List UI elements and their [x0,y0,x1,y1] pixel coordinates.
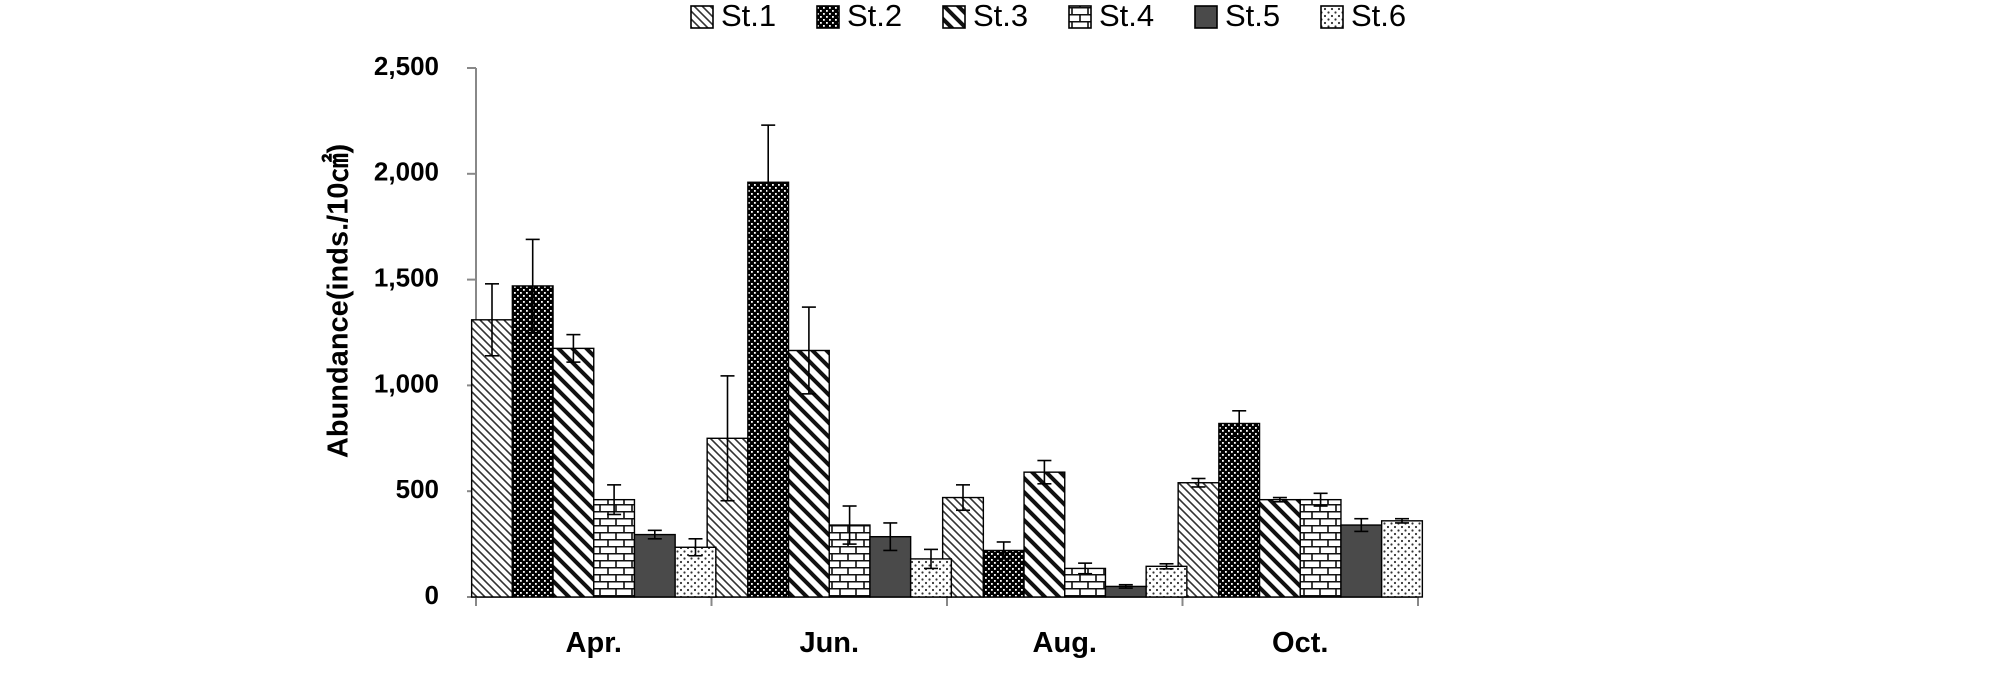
bar-st4-oct [1299,498,1342,598]
bar-st5-apr [633,533,676,598]
legend-swatch-st6 [1320,5,1344,29]
legend-swatch-st1 [690,5,714,29]
y-tick-label: 2,500 [374,51,439,81]
bar-st3-jun [787,349,830,598]
bars [470,181,1424,598]
y-tick-label: 2,000 [374,157,439,187]
y-tick-label: 1,000 [374,368,439,398]
bar-st4-apr [593,498,636,598]
y-tick-label: 1,500 [374,262,439,292]
legend-label-st5: St.5 [1225,0,1280,33]
bar-st3-oct [1258,498,1301,598]
y-axis: 0 500 1,000 1,500 2,000 2,500 [374,51,477,610]
y-tick-label: 500 [396,474,439,504]
legend-swatch-st5 [1194,5,1218,29]
x-category-label: Apr. [566,627,622,659]
bar-st2-jun [747,181,790,598]
bar-st2-oct [1218,422,1261,598]
x-category-label: Aug. [1033,627,1097,659]
x-category-label: Jun. [799,627,859,659]
y-tick-label: 0 [425,580,439,610]
bar-st3-aug [1023,471,1066,598]
legend-label-st6: St.6 [1351,0,1406,33]
bar-st6-oct [1380,520,1424,598]
legend-label-st1: St.1 [721,0,776,33]
legend-label-st3: St.3 [973,0,1028,33]
bar-st5-oct [1340,524,1383,598]
bar-st5-jun [869,535,912,598]
bar-st6-aug [1145,565,1188,598]
y-axis-label: Abundance(inds./10㎠) [321,144,355,458]
error-bars [485,124,1409,589]
legend: St.1 St.2 St.3 St.4 St.5 St.6 [690,0,1406,33]
x-axis: Apr. Jun. Aug. Oct. [475,596,1419,659]
bar-st2-apr [511,285,554,598]
x-category-label: Oct. [1272,627,1328,659]
legend-label-st4: St.4 [1099,0,1154,33]
legend-swatch-st4 [1068,5,1092,29]
bar-st1-apr [470,319,514,598]
legend-swatch-st2 [816,5,840,29]
bar-st3-apr [552,347,595,598]
legend-swatch-st3 [942,5,966,29]
legend-label-st2: St.2 [847,0,902,33]
